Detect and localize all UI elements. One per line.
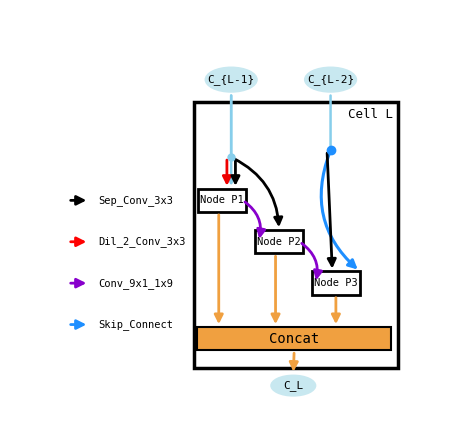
Text: Concat: Concat bbox=[269, 332, 319, 346]
Bar bbox=[197, 327, 391, 350]
Text: Node P1: Node P1 bbox=[201, 195, 244, 205]
Bar bbox=[255, 230, 303, 254]
Ellipse shape bbox=[304, 66, 357, 93]
Ellipse shape bbox=[205, 66, 258, 93]
Text: Node P3: Node P3 bbox=[314, 278, 358, 288]
Text: Cell L: Cell L bbox=[348, 108, 393, 121]
Text: Dil_2_Conv_3x3: Dil_2_Conv_3x3 bbox=[98, 236, 185, 247]
Text: Skip_Connect: Skip_Connect bbox=[98, 319, 173, 330]
Text: C_{L-1}: C_{L-1} bbox=[207, 74, 255, 85]
Ellipse shape bbox=[270, 375, 316, 396]
Text: Conv_9x1_1x9: Conv_9x1_1x9 bbox=[98, 278, 173, 289]
Text: C_{L-2}: C_{L-2} bbox=[307, 74, 354, 85]
Bar bbox=[194, 102, 398, 368]
Text: Sep_Conv_3x3: Sep_Conv_3x3 bbox=[98, 195, 173, 206]
Text: C_L: C_L bbox=[283, 380, 303, 391]
Bar bbox=[312, 271, 360, 295]
Text: Node P2: Node P2 bbox=[257, 237, 301, 247]
Bar bbox=[198, 189, 246, 212]
